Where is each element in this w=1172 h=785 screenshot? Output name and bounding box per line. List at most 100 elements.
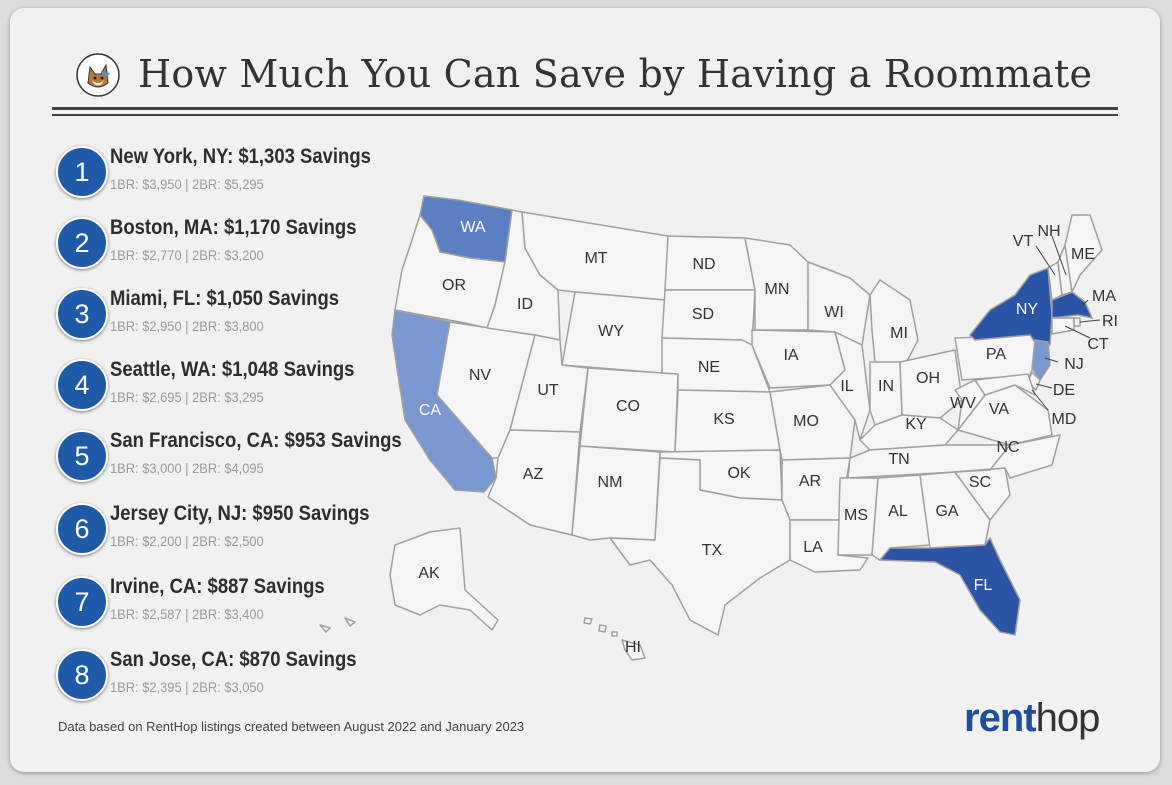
renthop-logo: renthop	[964, 696, 1101, 741]
ranking-item-8: 8 San Jose, CA: $870 Savings 1BR: $2,395…	[56, 648, 436, 709]
state-FL	[878, 536, 1021, 636]
state-HI-island-3	[611, 631, 618, 637]
state-label-WY: WY	[598, 323, 624, 340]
leader-line-ct	[1064, 325, 1091, 339]
state-label-ME: ME	[1071, 246, 1095, 263]
us-map: WA OR CA NV ID MT WY UT CO AZ NM ND SD N…	[319, 195, 1118, 661]
leader-line-md	[1031, 389, 1049, 411]
state-label-MS: MS	[844, 507, 868, 524]
state-label-MI: MI	[890, 325, 908, 342]
ranking-item-4: 4 Seattle, WA: $1,048 Savings 1BR: $2,69…	[56, 358, 436, 419]
state-label-NJ: NJ	[1064, 356, 1084, 373]
ranking-item-2: 2 Boston, MA: $1,170 Savings 1BR: $2,770…	[56, 216, 436, 277]
state-label-MA: MA	[1092, 288, 1116, 305]
state-label-KY: KY	[905, 416, 927, 433]
state-AK-island-2	[344, 617, 356, 627]
state-NM	[571, 445, 661, 541]
ranking-detail: 1BR: $2,587 | 2BR: $3,400	[110, 606, 264, 622]
ranking-detail: 1BR: $2,395 | 2BR: $3,050	[110, 679, 264, 695]
state-label-NM: NM	[598, 474, 623, 491]
state-label-NE: NE	[698, 359, 720, 376]
state-label-TN: TN	[888, 451, 909, 468]
ranking-detail: 1BR: $2,770 | 2BR: $3,200	[110, 247, 264, 263]
rank-badge: 1	[56, 146, 108, 198]
state-label-CA: CA	[419, 402, 442, 419]
state-label-VT: VT	[1013, 233, 1034, 250]
state-label-AK: AK	[418, 565, 440, 582]
data-source-footnote: Data based on RentHop listings created b…	[58, 719, 525, 734]
ranking-title: New York, NY: $1,303 Savings	[110, 145, 371, 168]
state-AK-island-1	[319, 624, 331, 633]
leader-line-de	[1035, 383, 1053, 389]
state-HI-island-1	[598, 624, 607, 633]
state-MI	[869, 279, 919, 366]
state-label-HI: HI	[625, 639, 641, 656]
ranking-detail: 1BR: $2,200 | 2BR: $2,500	[110, 533, 264, 549]
state-label-CT: CT	[1087, 336, 1109, 353]
ranking-detail: 1BR: $2,695 | 2BR: $3,295	[110, 389, 264, 405]
ranking-detail: 1BR: $3,000 | 2BR: $4,095	[110, 460, 264, 476]
state-label-OK: OK	[727, 465, 750, 482]
state-label-LA: LA	[803, 539, 823, 556]
ranking-item-7: 7 Irvine, CA: $887 Savings 1BR: $2,587 |…	[56, 575, 436, 636]
state-IL	[829, 331, 871, 441]
brand-part-hop: hop	[1035, 696, 1101, 740]
ranking-item-5: 5 San Francisco, CA: $953 Savings 1BR: $…	[56, 429, 436, 490]
leader-line-ma	[1079, 299, 1089, 309]
rank-badge: 8	[56, 649, 108, 701]
rank-badge: 5	[56, 430, 108, 482]
title-row: How Much You Can Save by Having a Roomma…	[76, 46, 1106, 116]
infographic-card: How Much You Can Save by Having a Roomma…	[10, 8, 1160, 772]
state-label-NC: NC	[996, 439, 1019, 456]
ranking-title: Jersey City, NJ: $950 Savings	[110, 502, 370, 525]
state-label-WI: WI	[824, 304, 844, 321]
state-WV	[954, 379, 986, 431]
state-label-OR: OR	[442, 277, 466, 294]
state-AZ	[487, 429, 581, 536]
state-label-MD: MD	[1052, 411, 1077, 428]
title-divider-thin	[52, 114, 1118, 116]
fox-mascot-icon	[76, 53, 120, 97]
state-label-RI: RI	[1102, 313, 1118, 330]
state-AK	[389, 527, 499, 631]
state-label-NV: NV	[469, 367, 492, 384]
state-label-MO: MO	[793, 413, 819, 430]
leader-line-nh	[1051, 235, 1067, 276]
state-RI	[1073, 317, 1081, 327]
state-label-IN: IN	[878, 378, 894, 395]
state-CT	[1051, 317, 1075, 335]
state-MD	[974, 373, 1036, 396]
state-OH	[899, 349, 963, 419]
state-label-DE: DE	[1053, 382, 1075, 399]
leader-line-nj	[1044, 357, 1059, 363]
state-GA	[919, 471, 991, 549]
state-label-WV: WV	[950, 395, 976, 412]
ranking-title: Boston, MA: $1,170 Savings	[110, 216, 357, 239]
state-label-MN: MN	[765, 281, 790, 298]
state-label-TX: TX	[702, 542, 723, 559]
page-title: How Much You Can Save by Having a Roomma…	[138, 52, 1093, 96]
state-label-AZ: AZ	[523, 466, 544, 483]
ranking-item-1: 1 New York, NY: $1,303 Savings 1BR: $3,9…	[56, 145, 436, 206]
ranking-detail: 1BR: $2,950 | 2BR: $3,800	[110, 318, 264, 334]
ranking-item-6: 6 Jersey City, NJ: $950 Savings 1BR: $2,…	[56, 502, 436, 563]
ranking-title: Seattle, WA: $1,048 Savings	[110, 358, 355, 381]
state-label-IA: IA	[783, 347, 798, 364]
rank-badge: 4	[56, 359, 108, 411]
state-label-FL: FL	[974, 577, 993, 594]
ranking-detail: 1BR: $3,950 | 2BR: $5,295	[110, 176, 264, 192]
state-label-ID: ID	[517, 296, 533, 313]
rank-badge: 2	[56, 217, 108, 269]
leader-line-ri	[1079, 319, 1101, 323]
state-HI-island-2	[583, 617, 593, 625]
ranking-title: San Francisco, CA: $953 Savings	[110, 429, 402, 452]
state-label-CO: CO	[616, 398, 640, 415]
brand-part-rent: rent	[964, 696, 1037, 740]
state-label-PA: PA	[986, 346, 1006, 363]
title-divider-thick	[52, 107, 1118, 110]
state-label-VA: VA	[989, 401, 1009, 418]
rank-badge: 6	[56, 503, 108, 555]
state-label-IL: IL	[840, 378, 853, 395]
state-label-UT: UT	[537, 382, 559, 399]
state-label-KS: KS	[713, 411, 734, 428]
